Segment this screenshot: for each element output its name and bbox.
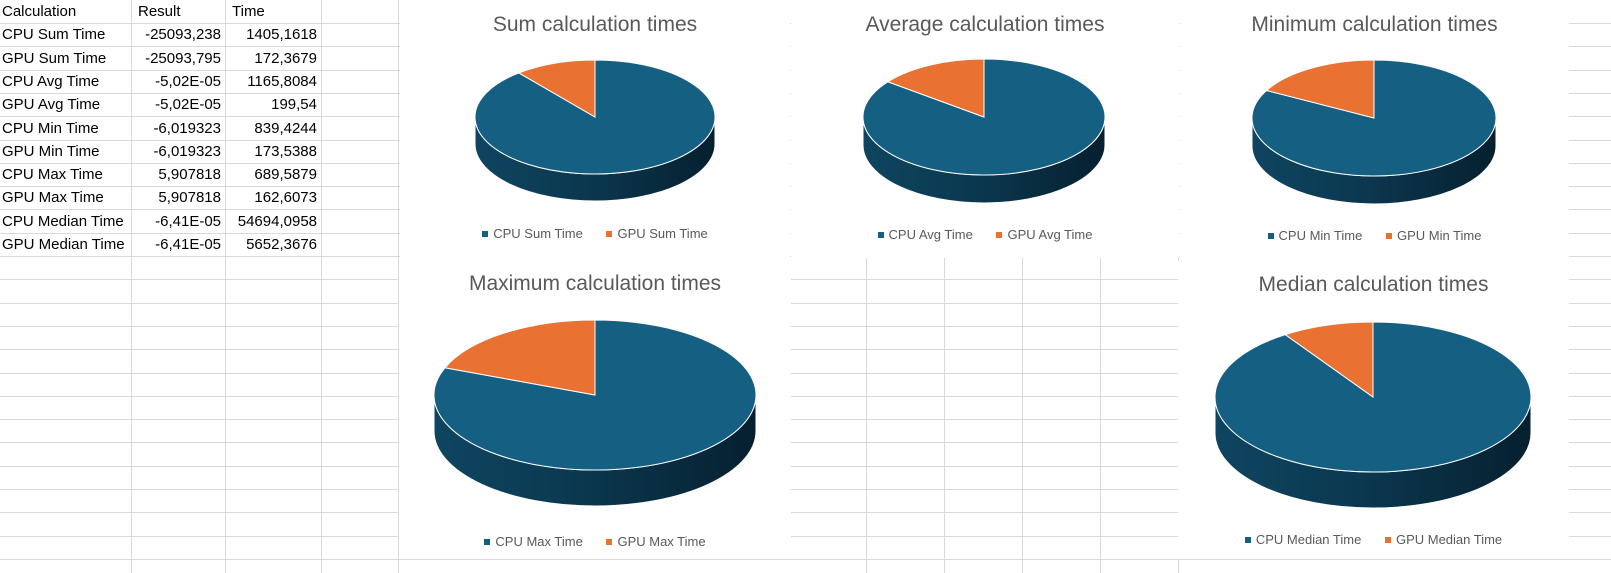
- table-cell[interactable]: -6,019323: [153, 119, 221, 137]
- chart-minimum-times[interactable]: Minimum calculation times CPU Min Time G…: [1180, 0, 1569, 258]
- table-cell[interactable]: GPU Avg Time: [2, 96, 101, 114]
- legend-entry-cpu: CPU Median Time: [1244, 532, 1361, 547]
- table-cell[interactable]: 839,4244: [254, 119, 317, 137]
- legend-entry-cpu: CPU Avg Time: [877, 227, 973, 242]
- header-cell[interactable]: Time: [232, 3, 265, 20]
- table-cell[interactable]: CPU Max Time: [2, 166, 103, 184]
- chart-sum-times[interactable]: Sum calculation times CPU Sum Time GPU S…: [400, 0, 790, 258]
- pie-slice-gpu: [444, 319, 596, 396]
- chart-title: Sum calculation times: [492, 13, 698, 36]
- pie-slice-gpu: [886, 58, 985, 118]
- chart-maximum-times[interactable]: Maximum calculation times CPU Max Time G…: [399, 259, 791, 559]
- pie-plot: [1251, 59, 1497, 205]
- legend-entry-cpu: CPU Min Time: [1267, 228, 1362, 243]
- legend-entry-gpu: GPU Min Time: [1385, 228, 1481, 243]
- table-cell[interactable]: 54694,0958: [237, 212, 317, 230]
- pie-slice-gpu: [1265, 59, 1375, 119]
- table-cell[interactable]: 5,907818: [158, 166, 221, 184]
- table-cell[interactable]: -6,41E-05: [155, 236, 221, 253]
- pie-slice-gpu: [517, 59, 596, 118]
- chart-legend: CPU Max Time GPU Max Time: [399, 534, 791, 549]
- header-cell[interactable]: Result: [138, 3, 181, 20]
- chart-title: Minimum calculation times: [1251, 13, 1498, 36]
- pie-slice-gpu: [1284, 321, 1374, 398]
- table-cell[interactable]: CPU Median Time: [2, 212, 124, 230]
- pie-plot: [1214, 321, 1532, 509]
- table-cell[interactable]: 5,907818: [158, 189, 221, 207]
- table-cell[interactable]: GPU Median Time: [2, 236, 125, 253]
- chart-legend: CPU Avg Time GPU Avg Time: [791, 227, 1179, 242]
- table-cell[interactable]: -6,019323: [153, 142, 221, 160]
- chart-average-times[interactable]: Average calculation times CPU Avg Time G…: [791, 0, 1179, 258]
- table-cell[interactable]: 689,5879: [254, 166, 317, 184]
- table-cell[interactable]: GPU Min Time: [2, 142, 100, 160]
- table-cell[interactable]: -5,02E-05: [155, 72, 221, 90]
- chart-legend: CPU Sum Time GPU Sum Time: [400, 226, 790, 241]
- chart-title: Average calculation times: [865, 13, 1105, 36]
- chart-median-times[interactable]: Median calculation times CPU Median Time…: [1178, 261, 1569, 559]
- legend-entry-cpu: CPU Max Time: [484, 534, 583, 549]
- pie-plot: [474, 59, 716, 202]
- table-cell[interactable]: GPU Sum Time: [2, 49, 107, 67]
- table-cell[interactable]: 172,3679: [254, 49, 317, 67]
- legend-entry-gpu: GPU Median Time: [1384, 532, 1502, 547]
- legend-entry-cpu: CPU Sum Time: [482, 226, 583, 241]
- legend-entry-gpu: GPU Avg Time: [996, 227, 1092, 242]
- table-cell[interactable]: -5,02E-05: [155, 96, 221, 114]
- table-cell[interactable]: CPU Min Time: [2, 119, 99, 137]
- legend-entry-gpu: GPU Max Time: [606, 534, 706, 549]
- table-cell[interactable]: 5652,3676: [246, 236, 317, 253]
- table-cell[interactable]: -25093,795: [145, 49, 221, 67]
- table-cell[interactable]: 162,6073: [254, 189, 317, 207]
- pie-plot: [862, 58, 1106, 204]
- table-cell[interactable]: CPU Avg Time: [2, 72, 100, 90]
- pie-plot: [433, 319, 757, 507]
- chart-legend: CPU Median Time GPU Median Time: [1178, 532, 1569, 547]
- table-cell[interactable]: 199,54: [271, 96, 317, 114]
- chart-title: Maximum calculation times: [468, 272, 722, 295]
- pie-slice-cpu: [1214, 321, 1532, 473]
- chart-legend: CPU Min Time GPU Min Time: [1180, 228, 1569, 243]
- table-cell[interactable]: GPU Max Time: [2, 189, 104, 207]
- table-cell[interactable]: CPU Sum Time: [2, 26, 106, 44]
- header-cell[interactable]: Calculation: [2, 3, 77, 20]
- table-cell[interactable]: -6,41E-05: [155, 212, 221, 230]
- chart-title: Median calculation times: [1258, 273, 1489, 296]
- table-cell[interactable]: 1165,8084: [247, 72, 317, 90]
- table-cell[interactable]: 173,5388: [254, 142, 317, 160]
- legend-entry-gpu: GPU Sum Time: [606, 226, 708, 241]
- table-cell[interactable]: 1405,1618: [246, 26, 317, 44]
- table-cell[interactable]: -25093,238: [145, 26, 221, 44]
